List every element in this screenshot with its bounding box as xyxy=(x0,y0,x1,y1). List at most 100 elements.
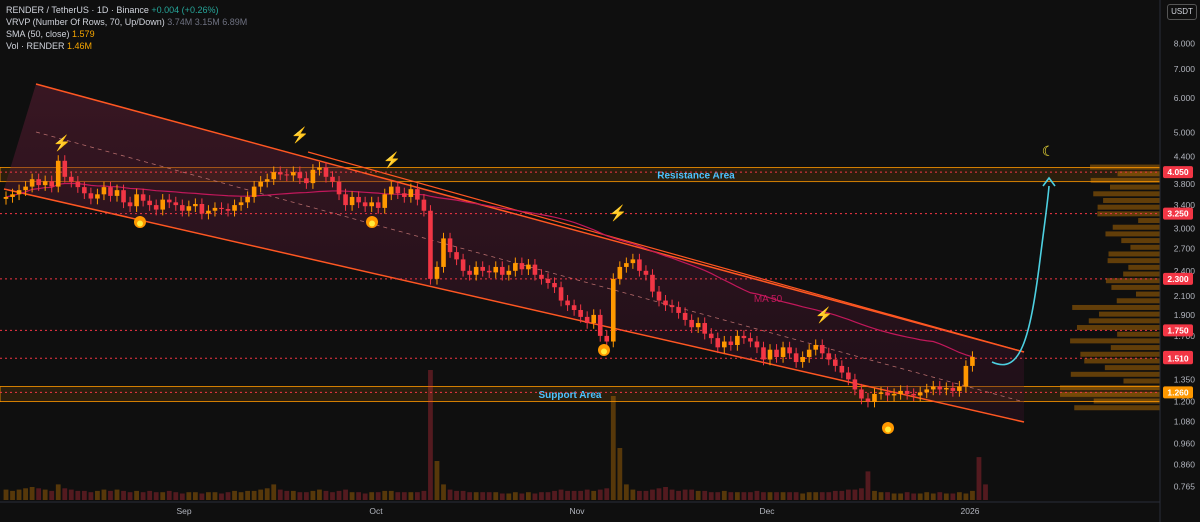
candle-body xyxy=(473,266,479,275)
lightning-icon: ⚡ xyxy=(53,134,72,152)
candle-body xyxy=(88,193,94,199)
volume-bar xyxy=(382,490,388,500)
legend-vol-row[interactable]: Vol · RENDER 1.46M xyxy=(6,40,247,52)
y-tick-label: 8.000 xyxy=(1174,39,1196,49)
profile-row xyxy=(1110,184,1160,190)
candle-body xyxy=(565,300,570,306)
candle-body xyxy=(304,178,309,184)
legend-vrvp-row[interactable]: VRVP (Number Of Rows, 70, Up/Down) 3.74M… xyxy=(6,16,247,28)
candle-body xyxy=(963,365,969,387)
volume-bar xyxy=(558,489,564,500)
profile-row xyxy=(1097,204,1160,210)
profile-row xyxy=(1080,351,1160,357)
candle-body xyxy=(330,176,335,182)
candle-body xyxy=(153,205,159,210)
candle-body xyxy=(859,389,864,399)
change-value: +0.004 (+0.26%) xyxy=(151,5,219,15)
y-tick-label: 6.000 xyxy=(1174,93,1196,103)
volume-bar xyxy=(898,493,904,500)
candle-body xyxy=(650,274,655,292)
candle-body xyxy=(800,357,805,363)
profile-row xyxy=(1076,325,1160,331)
legend-symbol-row[interactable]: RENDER / TetherUS · 1D · Binance +0.004 … xyxy=(6,4,247,16)
profile-row xyxy=(1074,405,1160,411)
candle-body xyxy=(277,172,283,175)
volume-bar xyxy=(748,492,753,500)
candle-body xyxy=(970,356,975,366)
volume-bar xyxy=(813,492,819,500)
profile-row xyxy=(1116,298,1160,304)
lightning-icon: ⚡ xyxy=(815,306,834,324)
volume-bar xyxy=(114,489,120,500)
candle-body xyxy=(767,349,773,360)
sma-50-line xyxy=(5,182,973,358)
volume-bar xyxy=(754,490,760,500)
candle-body xyxy=(728,341,734,345)
candle-body xyxy=(930,386,936,390)
price-badge-label: 1.260 xyxy=(1167,387,1189,397)
projection-arrowhead xyxy=(1042,176,1056,187)
volume-bar xyxy=(375,492,381,500)
y-tick-label: 7.000 xyxy=(1174,64,1196,74)
volume-bar xyxy=(88,492,94,500)
volume-bar xyxy=(49,490,55,500)
volume-bar xyxy=(865,471,871,500)
currency-button[interactable]: USDT xyxy=(1167,4,1197,20)
y-tick-label: 5.000 xyxy=(1174,127,1196,137)
profile-row xyxy=(1104,365,1160,371)
profile-row xyxy=(1121,238,1160,244)
volume-bar xyxy=(55,484,61,500)
price-badge-bg xyxy=(1163,166,1193,179)
candle-body xyxy=(826,353,832,360)
candle-body xyxy=(715,338,721,348)
candle-body xyxy=(493,266,499,273)
zone-label-1: Support Area xyxy=(539,390,602,401)
price-badge-label: 3.250 xyxy=(1167,209,1189,219)
price-badge-bg xyxy=(1163,386,1193,399)
chart-labels: MA 50 xyxy=(754,294,783,305)
x-tick-label: Oct xyxy=(369,506,383,516)
volume-bar xyxy=(317,489,322,500)
volume-bar xyxy=(767,492,773,500)
volume-bar xyxy=(251,490,257,500)
candle-body xyxy=(454,252,459,260)
volume-bar xyxy=(42,489,48,500)
price-badge-label: 4.050 xyxy=(1167,167,1189,177)
marker-icons: ⚡ ⚡ ⚡ ⚡ ⚡ ☾ xyxy=(53,126,1054,434)
candle-body xyxy=(702,323,708,334)
candle-body xyxy=(251,186,257,197)
candle-body xyxy=(656,291,662,301)
candle-body xyxy=(402,193,407,197)
channel-fill xyxy=(4,84,1024,422)
legend-sma-row[interactable]: SMA (50, close) 1.579 xyxy=(6,28,247,40)
candle-body xyxy=(780,347,786,358)
candle-body xyxy=(558,287,564,301)
profile-row xyxy=(1099,311,1160,317)
candle-body xyxy=(917,392,923,396)
volume-bar xyxy=(356,492,362,500)
candle-body xyxy=(872,393,877,402)
volume-bar xyxy=(800,493,806,500)
candle-body xyxy=(114,190,120,196)
volume-bar xyxy=(147,490,153,500)
profile-row xyxy=(1111,284,1160,290)
volume-bar xyxy=(695,490,701,500)
candle-body xyxy=(310,169,316,184)
candle-body xyxy=(362,202,368,207)
vol-value: 1.46M xyxy=(67,41,93,51)
candle-body xyxy=(75,181,81,188)
candle-body xyxy=(147,200,152,206)
candle-body xyxy=(369,202,374,207)
candle-body xyxy=(480,266,485,271)
candle-body xyxy=(219,207,224,210)
candle-body xyxy=(343,194,348,206)
profile-row xyxy=(1097,211,1160,217)
profile-row xyxy=(1072,304,1160,310)
volume-bar xyxy=(663,487,668,500)
profile-row xyxy=(1070,338,1160,344)
volume-bar xyxy=(499,493,505,500)
candle-body xyxy=(42,181,48,186)
volume-bar xyxy=(943,493,949,500)
candle-body xyxy=(206,210,211,214)
